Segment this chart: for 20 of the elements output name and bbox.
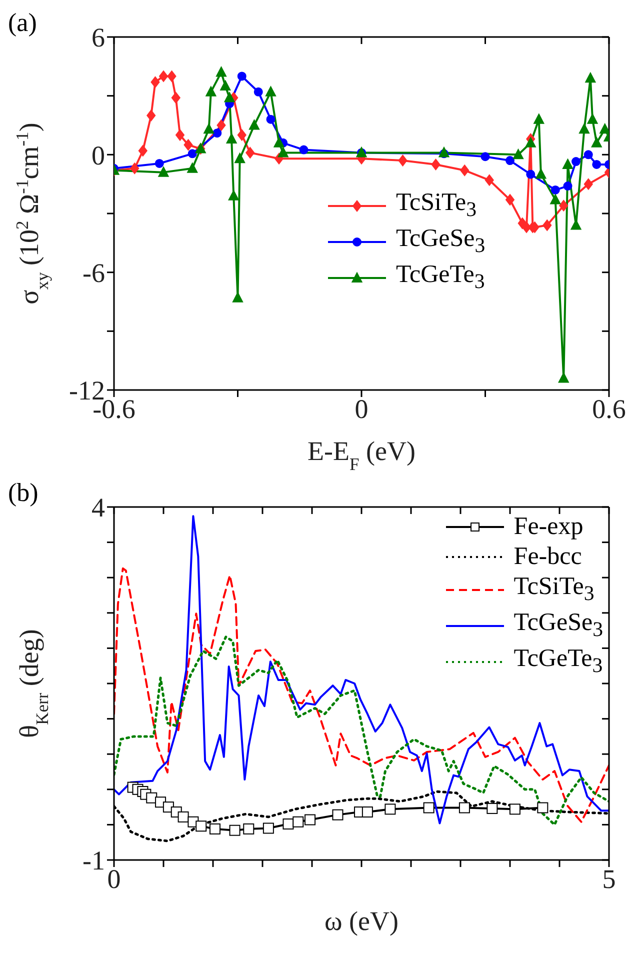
legend-label: TcGeTe$_{3}$ bbox=[396, 260, 485, 295]
chart-title: (a) bbox=[8, 8, 37, 38]
y-tick-label: 0 bbox=[92, 140, 105, 170]
legend-label: TcGeSe$_{3}$ bbox=[514, 608, 603, 643]
legend-label: Fe-bcc bbox=[514, 542, 582, 572]
y-tick-label: 6 bbox=[92, 22, 105, 53]
legend-label: TcSiTe$_{3}$ bbox=[396, 188, 477, 223]
legend-label: TcGeTe$_{3}$ bbox=[514, 644, 603, 679]
x-tick-label: 5 bbox=[602, 864, 616, 894]
x-tick-label: 0.6 bbox=[592, 394, 626, 424]
legend-label: TcSiTe$_{3}$ bbox=[514, 572, 594, 607]
x-axis-title: ω (eV) bbox=[324, 906, 398, 936]
legend-label: Fe-exp bbox=[514, 512, 584, 542]
chart-title: (b) bbox=[8, 478, 38, 508]
y-tick-label: -1 bbox=[82, 846, 105, 876]
x-tick-label: 0 bbox=[354, 394, 368, 424]
legend-label: TcGeSe$_{3}$ bbox=[396, 224, 486, 259]
y-tick-label: 4 bbox=[92, 492, 106, 523]
x-axis-title: E-E$_{F}$ (eV) bbox=[308, 436, 416, 474]
y-tick-label: -6 bbox=[82, 258, 105, 288]
